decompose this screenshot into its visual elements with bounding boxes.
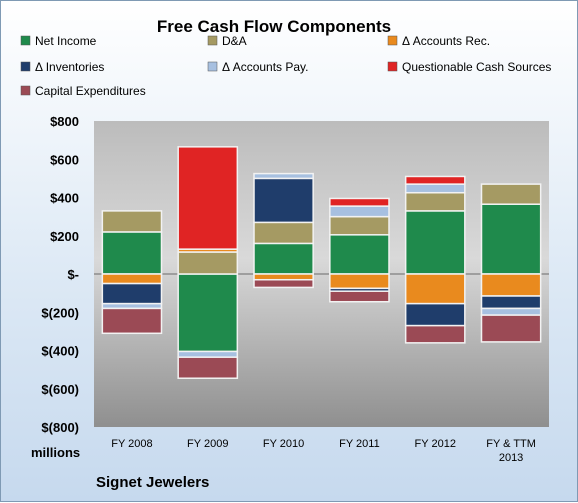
bar-segment	[253, 242, 314, 275]
x-tick-label: FY 2008	[111, 438, 152, 450]
bar-segment	[404, 183, 466, 194]
legend-label: Δ Inventories	[35, 60, 104, 74]
bar-segment	[177, 251, 239, 275]
bar-segment	[480, 273, 542, 297]
y-tick-label: $(600)	[41, 382, 79, 397]
chart-title: Free Cash Flow Components	[157, 17, 391, 36]
legend-swatch	[20, 35, 31, 46]
legend-label: Capital Expenditures	[35, 84, 146, 98]
x-tick-label: FY & TTM 2013	[486, 438, 536, 464]
bar-segment	[329, 290, 390, 303]
bar-segment	[101, 231, 163, 275]
legend-swatch	[207, 35, 218, 46]
y-tick-label: $200	[50, 229, 79, 244]
bar-segment	[404, 175, 466, 185]
bars	[101, 146, 542, 379]
y-tick-label: $800	[50, 114, 79, 129]
x-tick-label: FY 2009	[187, 438, 228, 450]
y-tick-label: $600	[50, 152, 79, 167]
bar-segment	[101, 210, 163, 233]
legend-swatch	[387, 61, 398, 72]
legend-label: D&A	[222, 34, 247, 48]
bar-segment	[404, 324, 466, 344]
footer-label: Signet Jewelers	[96, 474, 209, 491]
x-tick-label: FY 2011	[339, 438, 380, 450]
x-tick-label: FY 2012	[415, 438, 456, 450]
legend-label: Questionable Cash Sources	[402, 60, 551, 74]
bar-segment	[101, 307, 163, 335]
bar-segment	[329, 205, 390, 218]
bar-segment	[404, 273, 466, 305]
unit-label: millions	[31, 445, 80, 460]
legend-label: Δ Accounts Pay.	[222, 60, 309, 74]
y-tick-label: $(400)	[41, 344, 79, 359]
bar-segment	[480, 307, 542, 316]
bar-segment	[101, 282, 163, 305]
bar-segment	[480, 295, 542, 310]
bar-segment	[253, 221, 314, 245]
x-tick-label: FY 2010	[263, 438, 304, 450]
bar-segment	[253, 273, 314, 281]
legend: Net Income D&A Δ Accounts Rec. Δ Inventorie…	[20, 34, 551, 98]
legend-label: Δ Accounts Rec.	[402, 34, 490, 48]
legend-swatch	[387, 35, 398, 46]
x-axis: FY 2008 FY 2009 FY 2010 FY 2011 FY 2012 FY & …	[111, 438, 536, 464]
legend-swatch	[207, 61, 218, 72]
bar-segment	[177, 273, 239, 353]
legend-swatch	[20, 85, 31, 96]
bar-segment	[101, 273, 163, 285]
y-tick-label: $(800)	[41, 420, 79, 435]
y-axis: $800 $600 $400 $200 $- $(200) $(400) $(600) $(80…	[41, 114, 79, 435]
y-tick-label: $-	[67, 267, 79, 282]
bar-segment	[480, 183, 542, 205]
bar-segment	[177, 350, 239, 358]
bar-segment	[480, 203, 542, 275]
bar-segment	[329, 273, 390, 290]
bar-segment	[404, 191, 466, 212]
bar-segment	[253, 172, 314, 180]
y-tick-label: $(200)	[41, 305, 79, 320]
bar-segment	[253, 278, 314, 289]
y-tick-label: $400	[50, 191, 79, 206]
bar-segment	[329, 215, 390, 236]
bar-segment	[329, 197, 390, 207]
bar-segment	[404, 302, 466, 327]
legend-label: Net Income	[35, 34, 97, 48]
legend-swatch	[20, 61, 31, 72]
bar-segment	[253, 177, 314, 224]
bar-segment	[177, 146, 239, 250]
bar-segment	[480, 314, 542, 343]
bar-segment	[329, 234, 390, 275]
bar-segment	[177, 356, 239, 379]
bar-segment	[404, 210, 466, 275]
